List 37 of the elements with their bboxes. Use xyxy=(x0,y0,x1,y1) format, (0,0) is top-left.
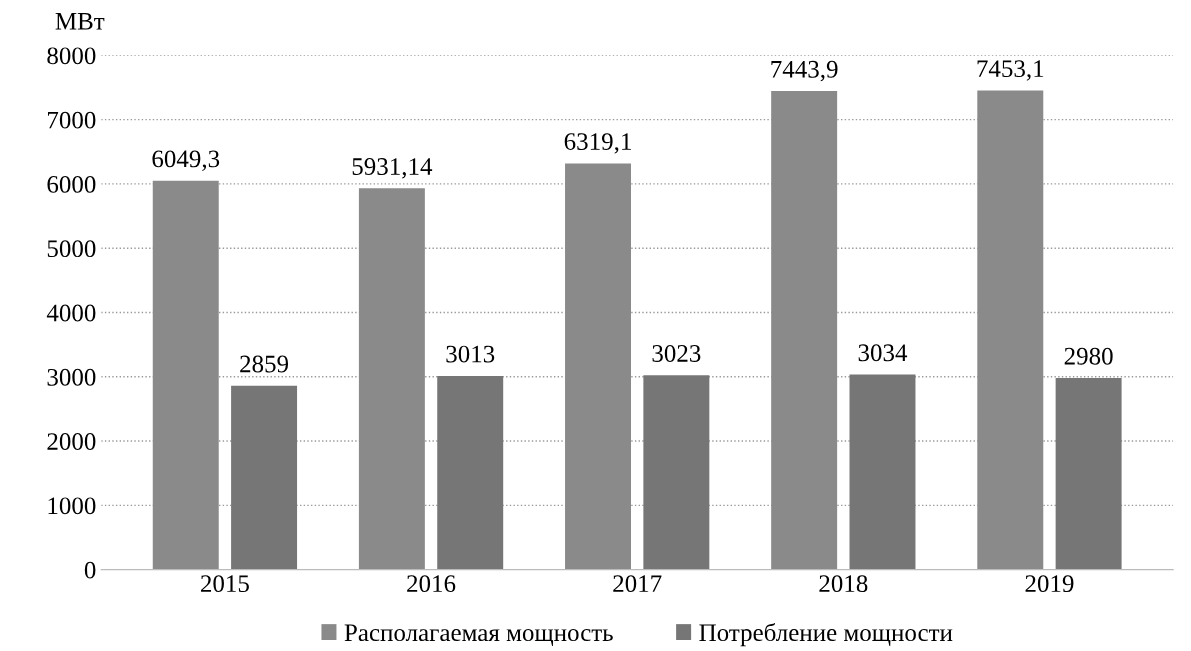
x-tick-label: 2018 xyxy=(819,575,868,593)
y-tick-label: 0 xyxy=(84,561,96,579)
x-tick-label: 2017 xyxy=(613,575,662,593)
data-label: 3023 xyxy=(652,345,701,362)
bar xyxy=(643,375,710,570)
bar xyxy=(977,90,1044,570)
y-tick-label: 6000 xyxy=(47,175,96,193)
data-label: 3013 xyxy=(446,345,495,363)
data-label: 2859 xyxy=(240,355,289,373)
y-tick-label: 8000 xyxy=(47,47,96,65)
data-label: 3034 xyxy=(858,344,908,362)
y-tick-label: 1000 xyxy=(48,497,96,515)
x-tick-label: 2016 xyxy=(407,575,456,593)
y-tick-label: 7000 xyxy=(48,111,96,129)
data-label: 6319,1 xyxy=(564,133,631,154)
bar xyxy=(358,188,425,570)
bar xyxy=(231,385,298,570)
bar xyxy=(771,91,838,570)
legend-label: Потребление мощности xyxy=(699,622,953,647)
legend-label: Располагаемая мощность xyxy=(344,624,613,647)
data-label: 2980 xyxy=(1064,347,1113,365)
x-tick-label: 2019 xyxy=(1025,575,1074,593)
data-label: 5931,14 xyxy=(352,158,433,179)
data-label: 7453,1 xyxy=(977,60,1044,81)
y-tick-label: 5000 xyxy=(47,240,96,258)
x-tick-label: 2015 xyxy=(201,575,249,593)
bar xyxy=(437,375,504,570)
y-axis-title: МВт xyxy=(55,13,105,30)
y-tick-label: 3000 xyxy=(47,368,96,386)
data-label: 7443,9 xyxy=(771,60,838,82)
bar xyxy=(565,163,631,570)
y-tick-label: 2000 xyxy=(47,433,96,450)
bar xyxy=(849,374,916,570)
bar xyxy=(152,180,219,570)
y-tick-label: 4000 xyxy=(46,304,96,322)
bar xyxy=(1055,378,1122,570)
data-label: 6049,3 xyxy=(152,150,220,171)
